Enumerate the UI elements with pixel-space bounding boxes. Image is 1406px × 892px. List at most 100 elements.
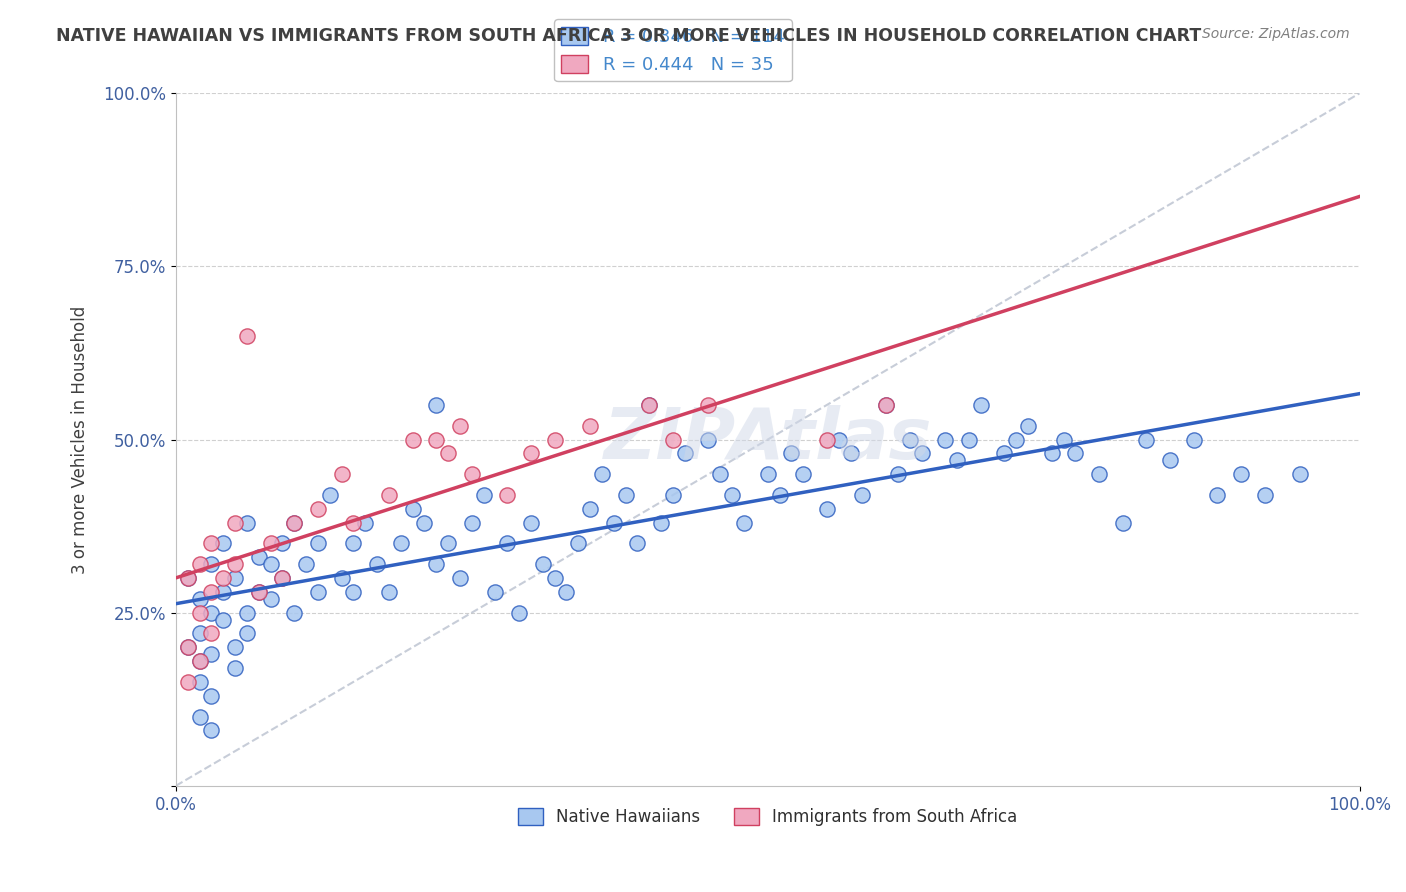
Native Hawaiians <box>484 585 506 599</box>
Immigrants from South Africa <box>176 674 198 689</box>
Native Hawaiians <box>330 571 353 585</box>
Native Hawaiians <box>354 516 377 530</box>
Immigrants from South Africa <box>259 536 281 550</box>
Y-axis label: 3 or more Vehicles in Household: 3 or more Vehicles in Household <box>72 305 89 574</box>
Immigrants from South Africa <box>200 626 222 640</box>
Native Hawaiians <box>591 467 613 482</box>
Native Hawaiians <box>1040 446 1063 460</box>
Native Hawaiians <box>638 398 661 412</box>
Native Hawaiians <box>342 536 364 550</box>
Native Hawaiians <box>697 433 720 447</box>
Native Hawaiians <box>200 606 222 620</box>
Native Hawaiians <box>508 606 530 620</box>
Native Hawaiians <box>176 571 198 585</box>
Native Hawaiians <box>910 446 932 460</box>
Immigrants from South Africa <box>212 571 235 585</box>
Native Hawaiians <box>875 398 897 412</box>
Immigrants from South Africa <box>307 501 329 516</box>
Immigrants from South Africa <box>697 398 720 412</box>
Native Hawaiians <box>946 453 969 467</box>
Native Hawaiians <box>815 501 838 516</box>
Native Hawaiians <box>200 689 222 703</box>
Native Hawaiians <box>603 516 626 530</box>
Native Hawaiians <box>200 647 222 661</box>
Native Hawaiians <box>1230 467 1253 482</box>
Native Hawaiians <box>1182 433 1205 447</box>
Native Hawaiians <box>188 709 211 723</box>
Native Hawaiians <box>437 536 460 550</box>
Immigrants from South Africa <box>520 446 543 460</box>
Native Hawaiians <box>579 501 602 516</box>
Native Hawaiians <box>520 516 543 530</box>
Native Hawaiians <box>283 606 305 620</box>
Native Hawaiians <box>1005 433 1028 447</box>
Native Hawaiians <box>224 661 246 675</box>
Immigrants from South Africa <box>330 467 353 482</box>
Native Hawaiians <box>271 536 294 550</box>
Native Hawaiians <box>307 536 329 550</box>
Native Hawaiians <box>970 398 993 412</box>
Immigrants from South Africa <box>283 516 305 530</box>
Immigrants from South Africa <box>449 418 471 433</box>
Native Hawaiians <box>567 536 589 550</box>
Native Hawaiians <box>236 626 259 640</box>
Native Hawaiians <box>555 585 578 599</box>
Text: Source: ZipAtlas.com: Source: ZipAtlas.com <box>1202 27 1350 41</box>
Native Hawaiians <box>224 640 246 655</box>
Immigrants from South Africa <box>271 571 294 585</box>
Native Hawaiians <box>378 585 401 599</box>
Immigrants from South Africa <box>224 516 246 530</box>
Native Hawaiians <box>271 571 294 585</box>
Immigrants from South Africa <box>188 654 211 668</box>
Immigrants from South Africa <box>461 467 484 482</box>
Native Hawaiians <box>247 550 270 565</box>
Native Hawaiians <box>224 571 246 585</box>
Native Hawaiians <box>1052 433 1074 447</box>
Legend: Native Hawaiians, Immigrants from South Africa: Native Hawaiians, Immigrants from South … <box>512 801 1024 833</box>
Native Hawaiians <box>934 433 956 447</box>
Native Hawaiians <box>259 558 281 572</box>
Native Hawaiians <box>295 558 318 572</box>
Native Hawaiians <box>413 516 436 530</box>
Native Hawaiians <box>650 516 672 530</box>
Native Hawaiians <box>212 536 235 550</box>
Native Hawaiians <box>531 558 554 572</box>
Text: ZIPAtlas: ZIPAtlas <box>603 405 932 474</box>
Immigrants from South Africa <box>579 418 602 433</box>
Native Hawaiians <box>828 433 851 447</box>
Immigrants from South Africa <box>543 433 565 447</box>
Native Hawaiians <box>472 488 495 502</box>
Native Hawaiians <box>887 467 910 482</box>
Native Hawaiians <box>176 640 198 655</box>
Native Hawaiians <box>461 516 484 530</box>
Native Hawaiians <box>212 585 235 599</box>
Native Hawaiians <box>839 446 862 460</box>
Native Hawaiians <box>1289 467 1312 482</box>
Native Hawaiians <box>957 433 980 447</box>
Native Hawaiians <box>673 446 696 460</box>
Native Hawaiians <box>200 723 222 738</box>
Immigrants from South Africa <box>875 398 897 412</box>
Native Hawaiians <box>307 585 329 599</box>
Immigrants from South Africa <box>224 558 246 572</box>
Native Hawaiians <box>425 398 447 412</box>
Native Hawaiians <box>449 571 471 585</box>
Immigrants from South Africa <box>247 585 270 599</box>
Native Hawaiians <box>342 585 364 599</box>
Native Hawaiians <box>898 433 921 447</box>
Native Hawaiians <box>389 536 412 550</box>
Immigrants from South Africa <box>200 585 222 599</box>
Native Hawaiians <box>259 591 281 606</box>
Native Hawaiians <box>662 488 685 502</box>
Immigrants from South Africa <box>437 446 460 460</box>
Native Hawaiians <box>188 626 211 640</box>
Native Hawaiians <box>614 488 637 502</box>
Native Hawaiians <box>319 488 342 502</box>
Immigrants from South Africa <box>425 433 447 447</box>
Native Hawaiians <box>709 467 731 482</box>
Native Hawaiians <box>236 516 259 530</box>
Native Hawaiians <box>1064 446 1087 460</box>
Native Hawaiians <box>1159 453 1181 467</box>
Native Hawaiians <box>993 446 1015 460</box>
Native Hawaiians <box>247 585 270 599</box>
